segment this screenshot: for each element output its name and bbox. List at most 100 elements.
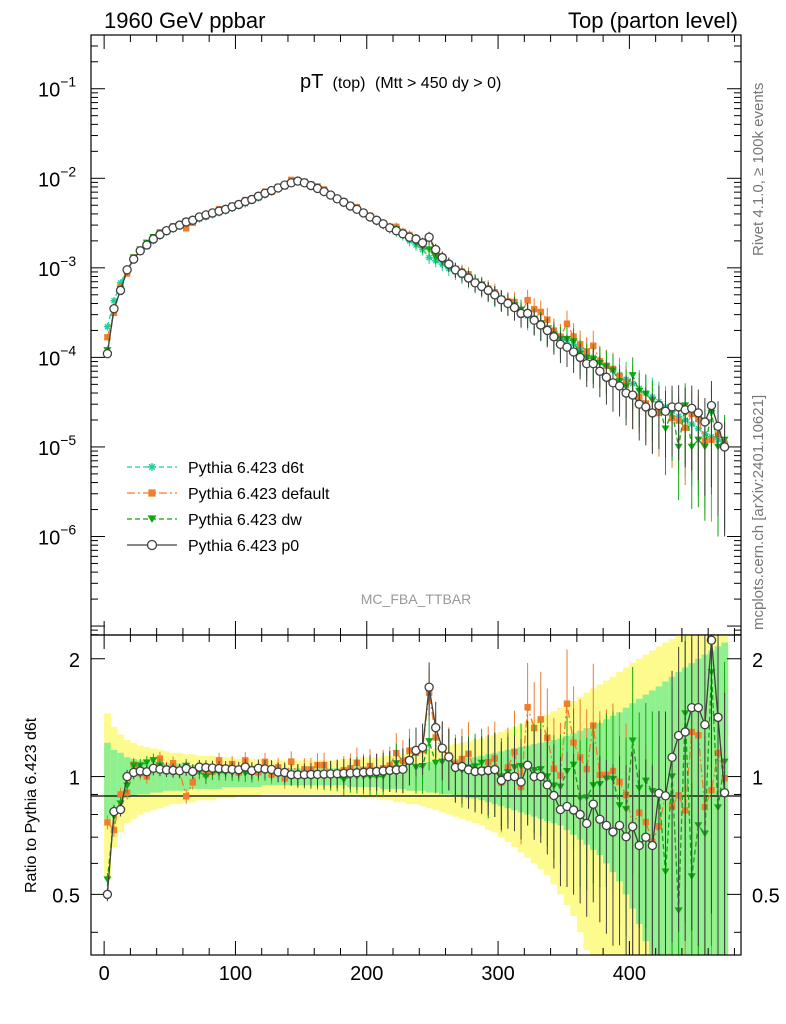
- x-tick-label: 300: [481, 963, 514, 985]
- data-point: [700, 719, 710, 730]
- main-y-tick-base: 10: [38, 259, 60, 281]
- data-point: [135, 246, 145, 256]
- ratio-y-tick-label-left: 2: [69, 650, 80, 672]
- data-point: [110, 297, 118, 305]
- legend-entry: Pythia 6.423 p0: [127, 538, 299, 555]
- data-point: [110, 826, 118, 834]
- main-y-tick-base: 10: [38, 438, 60, 460]
- data-point: [524, 296, 531, 304]
- data-point: [122, 771, 132, 782]
- series-0: [103, 177, 729, 533]
- data-point: [116, 279, 125, 287]
- ratio-y-tick-label-left: 0.5: [52, 885, 80, 907]
- data-point: [425, 254, 433, 262]
- data-point: [680, 727, 690, 737]
- data-point: [115, 804, 126, 815]
- data-point: [549, 790, 559, 801]
- ratio-ylabel: Ratio to Pythia 6.423 d6t: [23, 717, 40, 893]
- band-inner: [163, 763, 171, 791]
- legend-label: Pythia 6.423 d6t: [188, 460, 304, 477]
- legend-entry: Pythia 6.423 dw: [127, 512, 302, 529]
- data-point: [509, 302, 520, 313]
- ratio-y-tick-label-left: 1: [69, 768, 80, 790]
- header-right: Top (parton level): [568, 8, 738, 33]
- data-point: [641, 832, 651, 842]
- data-point: [146, 539, 158, 551]
- data-point: [713, 421, 723, 432]
- data-point: [183, 225, 190, 232]
- data-point: [713, 712, 723, 723]
- data-point: [398, 764, 408, 775]
- data-point: [621, 832, 631, 842]
- main-y-tick-label: 10−6: [38, 521, 76, 549]
- data-point: [529, 315, 539, 325]
- data-point: [417, 238, 428, 248]
- data-point: [490, 764, 500, 775]
- data-point: [542, 325, 553, 336]
- band-inner: [425, 761, 433, 793]
- data-point: [595, 814, 605, 824]
- data-point: [430, 244, 441, 255]
- data-point: [189, 779, 196, 786]
- data-point: [516, 777, 526, 787]
- data-point: [575, 352, 585, 363]
- main-panel: 10−610−510−410−310−210−1 pT (top) (Mtt >…: [38, 34, 742, 636]
- data-point: [614, 381, 625, 391]
- band-inner: [104, 742, 111, 819]
- data-point: [706, 400, 717, 411]
- legend: Pythia 6.423 d6t Pythia 6.423 default Pyth…: [127, 460, 330, 555]
- analysis-name: MC_FBA_TTBAR: [361, 591, 471, 607]
- data-point: [575, 809, 585, 820]
- data-point: [719, 788, 730, 798]
- data-point: [102, 889, 113, 900]
- data-point: [444, 259, 454, 269]
- data-point: [103, 876, 112, 884]
- ratio-panel: 0.5 0.5 1 1 2 2 Ratio to Pythia 6.423 d6t: [23, 634, 780, 956]
- data-point: [483, 285, 493, 296]
- data-point: [536, 320, 546, 330]
- data-point: [457, 268, 467, 278]
- ratio-bands: [104, 635, 729, 955]
- data-point: [142, 240, 152, 250]
- data-point: [430, 722, 441, 733]
- ratio-frame: [90, 634, 742, 956]
- band-inner: [110, 749, 118, 809]
- series-1: [104, 176, 728, 534]
- ratio-y-tick-label-right: 2: [752, 650, 763, 672]
- data-point: [417, 742, 428, 753]
- data-point: [614, 820, 625, 831]
- data-point: [608, 827, 618, 837]
- x-tick-label: 200: [350, 963, 383, 985]
- main-title-cut: (Mtt > 450 dy > 0): [375, 75, 501, 92]
- data-point: [142, 759, 151, 767]
- data-point: [563, 320, 571, 327]
- data-point: [431, 254, 440, 262]
- x-axis: 0 100 200 300 400: [99, 35, 735, 985]
- data-point: [103, 323, 112, 331]
- data-point: [568, 347, 579, 357]
- band-inner: [156, 761, 164, 793]
- data-point: [122, 265, 132, 275]
- main-y-tick-exp: −2: [60, 163, 76, 179]
- data-point: [104, 334, 111, 341]
- data-point: [588, 799, 598, 809]
- data-point: [647, 840, 658, 851]
- data-point: [149, 757, 158, 764]
- main-y-tick-exp: −4: [60, 342, 76, 358]
- data-point: [542, 780, 553, 790]
- data-point: [654, 400, 664, 411]
- main-y-tick-base: 10: [38, 169, 60, 191]
- data-point: [147, 462, 157, 472]
- side-mcplots: mcplots.cern.ch [arXiv:2401.10621]: [750, 395, 767, 630]
- data-point: [582, 818, 592, 829]
- data-point: [201, 773, 210, 781]
- data-point: [700, 417, 710, 427]
- data-point: [693, 408, 704, 418]
- main-y-tick-label: 10−3: [38, 253, 76, 281]
- data-point: [536, 771, 546, 782]
- data-point: [522, 308, 533, 319]
- data-point: [595, 366, 605, 376]
- x-tick-label: 400: [613, 963, 646, 985]
- main-y-tick-label: 10−1: [38, 74, 76, 102]
- data-point: [634, 840, 644, 851]
